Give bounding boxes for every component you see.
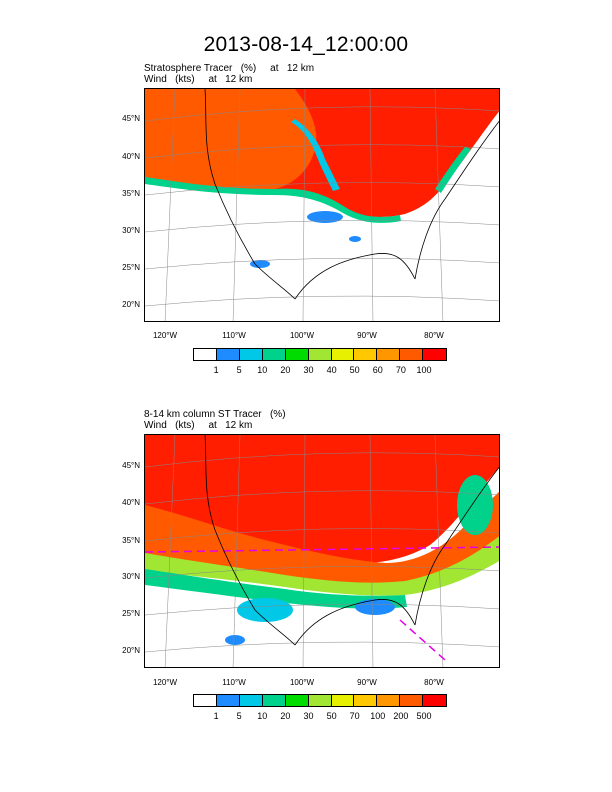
colorbar-tick-label: 50 [349,365,360,375]
colorbar-tick-label: 10 [257,711,268,721]
colorbar-swatch [239,695,263,706]
colorbar-swatch [354,695,378,706]
colorbar-swatch [194,349,217,360]
colorbar-tick-label: 20 [280,365,291,375]
top-tracer-band-east [435,147,471,193]
colorbar-swatch [400,695,424,706]
colorbar-tick-label: 50 [326,711,337,721]
top-lon-label: 110°W [222,331,246,340]
top-lat-label: 45°N [122,114,140,123]
bottom-low-patch-1 [237,598,293,622]
top-lat-label: 35°N [122,189,140,198]
colorbar-tick-label: 20 [280,711,291,721]
colorbar-tick-label: 70 [395,365,406,375]
colorbar-swatch [262,349,286,360]
colorbar-swatch [331,349,355,360]
top-lat-label: 40°N [122,152,140,161]
bottom-low-region [185,595,499,667]
bottom-map-svg [145,435,499,667]
top-lon-label: 90°W [357,331,377,340]
top-subtitle-1: Stratosphere Tracer (%) at 12 km [144,63,315,74]
colorbar-tick-label: 1 [213,711,219,721]
bottom-lat-label: 20°N [122,646,140,655]
colorbar-swatch [216,349,240,360]
colorbar-swatch [308,695,332,706]
colorbar-tick-label: 60 [372,365,383,375]
top-lon-label: 100°W [289,331,315,340]
bottom-low-patch-2 [355,599,395,615]
top-map [144,88,500,322]
colorbar-tick-label: 5 [236,365,242,375]
bottom-lon-label: 120°W [152,678,178,687]
colorbar-swatch [216,695,240,706]
bottom-tracer-band [145,536,499,596]
bottom-lon-label: 100°W [289,678,315,687]
colorbar-swatch [262,695,286,706]
colorbar-tick-label: 10 [257,365,268,375]
bottom-lat-label: 30°N [122,572,140,581]
colorbar-swatch [354,349,378,360]
colorbar-tick-label: 70 [349,711,360,721]
top-lat-label: 30°N [122,226,140,235]
top-map-svg [145,89,499,321]
colorbar-swatch [423,695,447,706]
bottom-low-patch-4 [225,635,245,645]
colorbar-tick-label: 100 [416,365,432,375]
top-lat-label: 25°N [122,263,140,272]
bottom-lon-label: 90°W [357,678,377,687]
colorbar-swatch [377,695,401,706]
bottom-dashed-marker [145,546,499,553]
top-colorbar [193,348,448,361]
colorbar-tick-label: 30 [303,711,314,721]
top-subtitle-2: Wind (kts) at 12 km [144,74,253,85]
bottom-lon-label: 80°W [424,678,444,687]
colorbar-swatch [308,349,332,360]
top-low-patch-1 [307,211,343,223]
colorbar-swatch [331,695,355,706]
colorbar-swatch [423,349,447,360]
top-lon-label: 120°W [152,331,178,340]
colorbar-tick-label: 5 [236,711,242,721]
bottom-colorbar [193,694,448,707]
top-mid-tracer-region [145,89,317,192]
top-low-patch-2 [250,260,270,268]
colorbar-tick-label: 30 [303,365,314,375]
colorbar-tick-label: 500 [416,711,432,721]
bottom-subtitle-2: Wind (kts) at 12 km [144,420,253,431]
bottom-mid-tracer-region [145,491,499,586]
bottom-dashed-marker-2 [399,619,446,661]
bottom-graticule [145,435,499,667]
bottom-tracer-band-2 [145,569,407,609]
top-tracer-band-north [291,119,340,191]
bottom-lat-label: 25°N [122,609,140,618]
bottom-subtitle-1: 8-14 km column ST Tracer (%) [144,409,286,420]
bottom-lat-label: 45°N [122,461,140,470]
colorbar-swatch [400,349,424,360]
colorbar-swatch [194,695,217,706]
bottom-lat-label: 40°N [122,498,140,507]
colorbar-tick-label: 200 [393,711,409,721]
colorbar-tick-label: 1 [213,365,219,375]
bottom-map [144,434,500,668]
bottom-lon-label: 110°W [222,678,246,687]
bottom-low-patch-3 [457,475,493,535]
colorbar-swatch [239,349,263,360]
top-lat-label: 20°N [122,300,140,309]
colorbar-swatch [377,349,401,360]
top-lon-label: 80°W [424,331,444,340]
bottom-coastline [204,435,499,646]
top-low-patch-3 [349,236,361,242]
bottom-lat-label: 35°N [122,536,140,545]
top-graticule [145,89,499,321]
colorbar-tick-label: 40 [326,365,337,375]
top-coastline [204,89,499,300]
top-tracer-band [145,177,401,223]
colorbar-swatch [285,349,309,360]
colorbar-tick-label: 100 [370,711,386,721]
figure-title: 2013-08-14_12:00:00 [203,33,409,56]
colorbar-swatch [285,695,309,706]
